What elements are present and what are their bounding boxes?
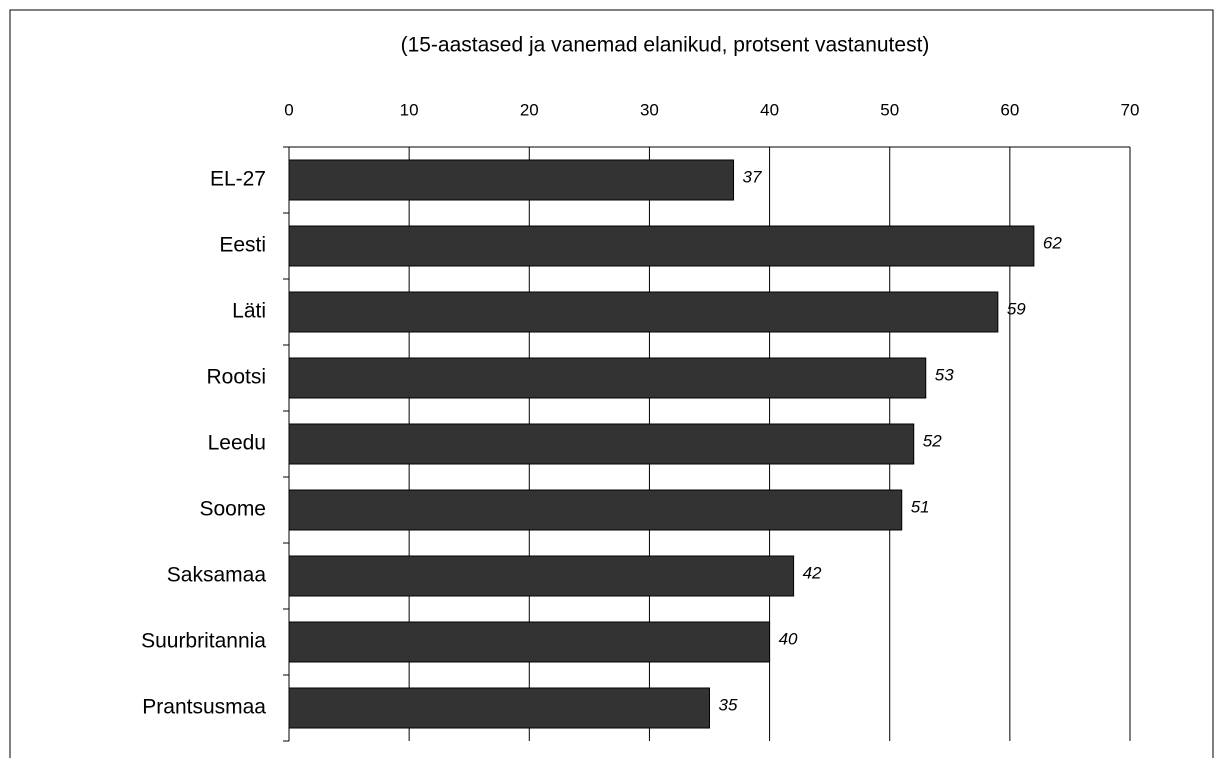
x-tick-label: 40 — [760, 100, 779, 119]
x-tick-label: 10 — [400, 100, 419, 119]
y-tick-label: Suurbritannia — [141, 630, 266, 653]
x-tick-label: 30 — [640, 100, 659, 119]
bar — [288, 159, 735, 201]
chart-border — [9, 9, 1214, 758]
bar — [288, 489, 903, 531]
bar — [288, 555, 795, 597]
x-tick-label: 70 — [1121, 100, 1140, 119]
y-tick-label: Saksamaa — [167, 564, 267, 587]
value-label: 59 — [1007, 299, 1026, 318]
x-tick-label: 0 — [284, 100, 293, 119]
value-label: 35 — [719, 695, 738, 714]
value-label: 52 — [923, 431, 942, 450]
bar — [288, 423, 915, 465]
chart-title: (15-aastased ja vanemad elanikud, protse… — [401, 34, 930, 57]
y-tick-label: Rootsi — [206, 366, 266, 389]
y-tick-label: Soome — [199, 498, 266, 521]
value-label: 53 — [935, 365, 954, 384]
y-tick-label: Läti — [232, 300, 266, 323]
bar — [288, 621, 771, 663]
value-label: 51 — [911, 497, 930, 516]
value-label: 62 — [1043, 233, 1062, 252]
bar — [288, 357, 927, 399]
y-tick-label: EL-27 — [210, 168, 266, 191]
value-label: 42 — [803, 563, 822, 582]
bar — [288, 687, 710, 729]
value-label: 37 — [743, 167, 762, 186]
x-tick-label: 60 — [1000, 100, 1019, 119]
y-tick-label: Leedu — [208, 432, 266, 455]
y-tick-label: Prantsusmaa — [142, 696, 266, 719]
x-tick-label: 20 — [520, 100, 539, 119]
y-tick-label: Eesti — [219, 234, 266, 257]
bar — [288, 225, 1035, 267]
value-label: 40 — [779, 629, 798, 648]
x-tick-label: 50 — [880, 100, 899, 119]
bar — [288, 291, 999, 333]
